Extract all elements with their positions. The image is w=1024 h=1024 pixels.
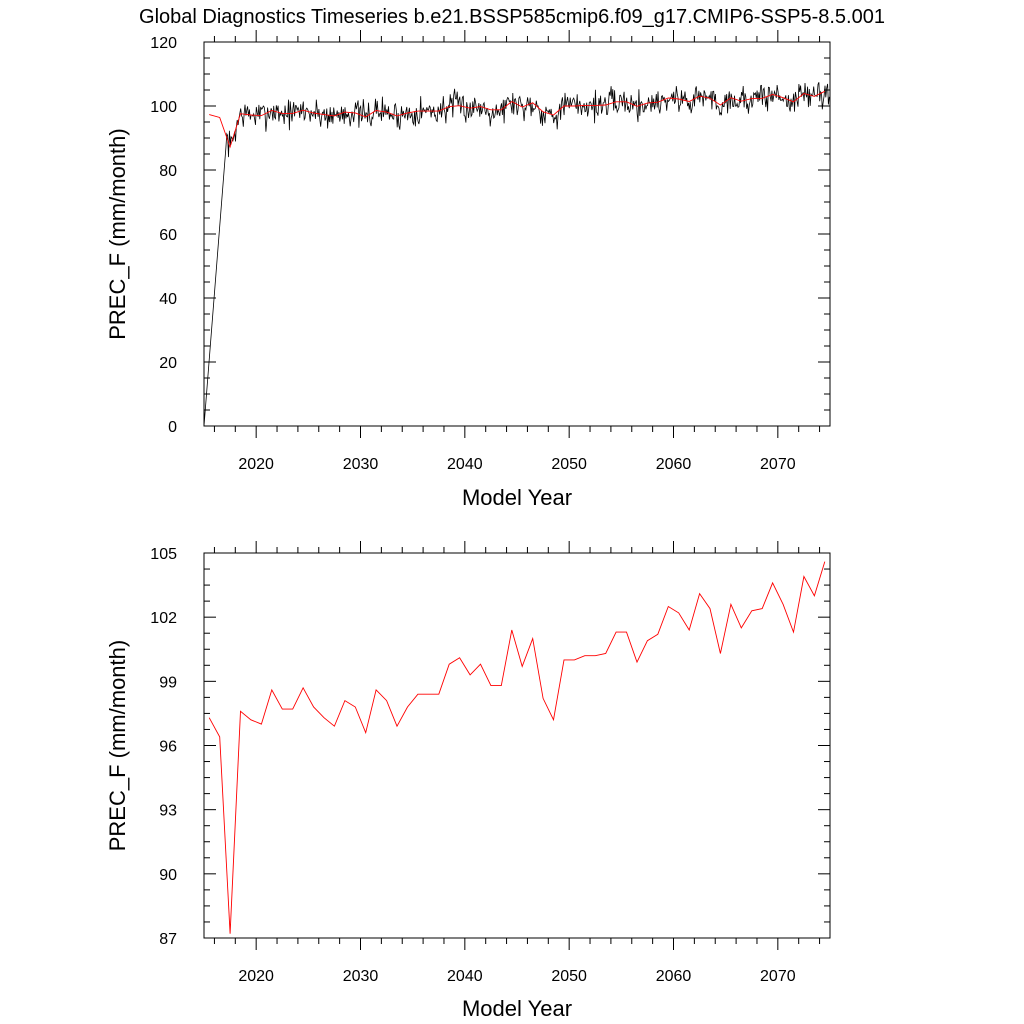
chart-bottom: 87 90 93 96 99 102 105 2020 2030 2040 2050 2060 207… [105, 541, 831, 1021]
y-tick-label: 0 [168, 419, 177, 436]
top-annual-series-line [209, 90, 825, 149]
y-tick-label: 96 [159, 739, 177, 756]
y-tick-label: 87 [159, 931, 177, 948]
top-y-tick-labels: 0 20 40 60 80 100 120 [150, 35, 177, 436]
bottom-x-tick-labels: 2020 2030 2040 2050 2060 2070 [238, 968, 795, 985]
top-plot-frame [203, 41, 831, 427]
top-x-tick-labels: 2020 2030 2040 2050 2060 2070 [238, 456, 795, 473]
y-tick-label: 105 [150, 546, 177, 563]
y-tick-label: 100 [150, 99, 177, 116]
y-tick-label: 20 [159, 355, 177, 372]
y-tick-label: 102 [150, 610, 177, 627]
figure-title: Global Diagnostics Timeseries b.e21.BSSP… [139, 6, 885, 28]
bottom-axes-ticks [204, 541, 830, 950]
x-tick-label: 2060 [656, 968, 692, 985]
x-tick-label: 2030 [343, 456, 379, 473]
x-tick-label: 2020 [238, 968, 274, 985]
y-tick-label: 93 [159, 803, 177, 820]
top-axes-ticks [204, 30, 830, 438]
top-x-axis-label: Model Year [462, 485, 572, 510]
bottom-x-axis-label: Model Year [462, 996, 572, 1021]
x-tick-label: 2040 [447, 456, 483, 473]
y-tick-label: 60 [159, 227, 177, 244]
y-tick-label: 120 [150, 35, 177, 52]
x-tick-label: 2050 [551, 456, 587, 473]
y-tick-label: 40 [159, 291, 177, 308]
x-tick-label: 2060 [656, 456, 692, 473]
x-tick-label: 2070 [760, 456, 796, 473]
bottom-y-tick-labels: 87 90 93 96 99 102 105 [150, 546, 177, 948]
top-y-axis-label: PREC_F (mm/month) [105, 128, 130, 339]
y-tick-label: 90 [159, 867, 177, 884]
bottom-plot-frame [203, 552, 831, 939]
x-tick-label: 2070 [760, 968, 796, 985]
bottom-y-axis-label: PREC_F (mm/month) [105, 640, 130, 851]
x-tick-label: 2020 [238, 456, 274, 473]
x-tick-label: 2050 [551, 968, 587, 985]
y-tick-label: 99 [159, 674, 177, 691]
x-tick-label: 2030 [343, 968, 379, 985]
bottom-annual-series-line [208, 561, 826, 934]
y-tick-label: 80 [159, 163, 177, 180]
top-monthly-series-line [203, 82, 830, 427]
x-tick-label: 2040 [447, 968, 483, 985]
